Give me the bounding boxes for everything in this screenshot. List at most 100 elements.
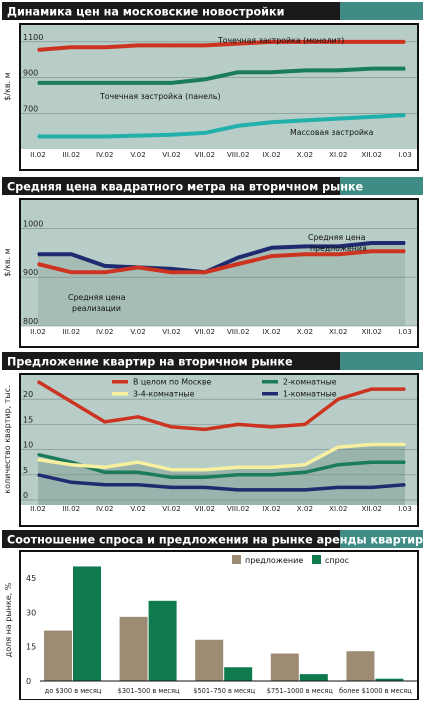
- bar-demand: [375, 678, 404, 681]
- data-point: [170, 468, 173, 471]
- data-point: [370, 443, 373, 446]
- y-tick-label: 1100: [23, 33, 43, 42]
- x-tick-label: V.02: [130, 504, 145, 513]
- legend-swatch: [262, 392, 278, 396]
- bar-demand: [148, 600, 177, 681]
- bar-demand: [299, 674, 328, 681]
- legend-label: предложение: [245, 556, 303, 565]
- x-tick-label: XI.02: [329, 327, 347, 336]
- data-point: [337, 41, 340, 43]
- chart-frame: [19, 23, 419, 171]
- header-title-bg-3: [2, 530, 340, 548]
- series-line: [37, 39, 405, 52]
- legend-label: спрос: [325, 556, 349, 565]
- bar-supply: [270, 653, 299, 681]
- series-2: [37, 442, 406, 472]
- x-tick-label: III.02: [62, 150, 80, 159]
- data-point: [103, 46, 106, 49]
- data-point: [204, 476, 206, 479]
- data-point: [270, 489, 273, 491]
- data-point: [37, 263, 39, 265]
- series-line: [37, 473, 406, 492]
- x-tick-label: VII.02: [195, 327, 216, 336]
- y-tick-label: 15: [23, 415, 33, 424]
- legend-item: предложение: [232, 555, 303, 565]
- bar-supply: [195, 639, 224, 681]
- x-tick-label: XII.02: [361, 150, 382, 159]
- data-point: [103, 484, 106, 486]
- series-3: [37, 473, 406, 492]
- data-point: [237, 256, 239, 259]
- data-point: [370, 486, 373, 489]
- data-point: [204, 468, 206, 471]
- chart-frame: [19, 373, 419, 527]
- series-1: [37, 249, 406, 275]
- data-point: [404, 67, 406, 70]
- y-tick-label: 20: [23, 390, 33, 399]
- data-point: [304, 489, 306, 491]
- chart-title: Динамика цен на московские новостройки: [7, 6, 284, 19]
- data-point: [337, 463, 340, 466]
- x-tick-label: I.03: [398, 150, 412, 159]
- series-1: [37, 66, 406, 85]
- data-point: [137, 484, 139, 486]
- x-tick-label: VI.02: [162, 504, 180, 513]
- data-point: [304, 471, 306, 474]
- x-tick-label: $751–1000 в месяц: [267, 687, 334, 695]
- x-tick-label: IX.02: [262, 504, 280, 513]
- legend-label: 2-комнатные: [283, 378, 337, 387]
- data-point: [137, 134, 139, 137]
- x-tick-label: X.02: [297, 504, 313, 513]
- y-tick-label: 30: [26, 608, 36, 617]
- data-point: [137, 471, 139, 474]
- x-tick-label: XI.02: [329, 504, 347, 513]
- x-tick-label: XII.02: [361, 327, 382, 336]
- series-line: [38, 241, 405, 275]
- series-line: [37, 249, 405, 275]
- data-point: [370, 388, 373, 390]
- x-tick-label: IV.02: [96, 150, 114, 159]
- series-label: реализации: [72, 304, 121, 313]
- data-point: [304, 253, 306, 255]
- data-point: [170, 486, 173, 489]
- x-tick-label: $501–750 в месяц: [193, 687, 255, 695]
- x-tick-label: X.02: [297, 327, 313, 336]
- x-tick-label: IX.02: [262, 327, 280, 336]
- data-point: [370, 250, 373, 253]
- data-point: [237, 489, 239, 491]
- data-point: [170, 82, 173, 84]
- data-point: [404, 250, 406, 253]
- data-point: [337, 446, 340, 448]
- x-tick-label: VIII.02: [227, 504, 250, 513]
- bar-supply: [346, 651, 375, 681]
- series-line: [37, 380, 405, 432]
- x-tick-label: более $1000 в месяц: [339, 687, 412, 695]
- x-tick-label: I.03: [398, 327, 412, 336]
- data-point: [70, 271, 73, 274]
- data-point: [37, 473, 39, 476]
- data-point: [237, 42, 239, 45]
- data-point: [237, 473, 239, 476]
- series-label: Массовая застройка: [290, 128, 374, 137]
- data-point: [404, 484, 406, 486]
- data-point: [70, 253, 73, 255]
- x-tick-label: III.02: [62, 327, 80, 336]
- data-point: [204, 132, 206, 134]
- data-point: [70, 461, 73, 463]
- legend-item: спрос: [312, 555, 349, 565]
- data-point: [170, 476, 173, 479]
- data-point: [270, 466, 273, 469]
- data-point: [370, 116, 373, 118]
- data-point: [137, 416, 139, 418]
- x-tick-label: IV.02: [96, 504, 114, 513]
- x-tick-label: VI.02: [162, 327, 180, 336]
- data-point: [37, 49, 39, 51]
- x-tick-label: VIII.02: [227, 150, 250, 159]
- series-1: [37, 452, 406, 480]
- legend-item: 2-комнатные: [262, 378, 337, 387]
- data-point: [103, 82, 106, 84]
- x-tick-label: V.02: [130, 150, 145, 159]
- data-point: [237, 71, 239, 74]
- data-point: [137, 266, 139, 269]
